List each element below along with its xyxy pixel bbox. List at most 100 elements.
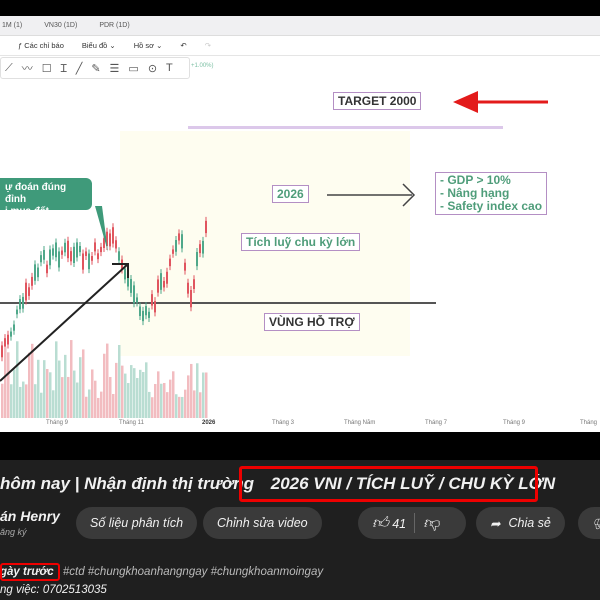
volume-bar [193, 390, 196, 418]
trend-arrow [0, 263, 129, 382]
candle-body [133, 285, 135, 304]
candle-body [103, 238, 105, 249]
volume-bar [136, 378, 139, 418]
channel-name[interactable]: án Henry [0, 508, 60, 524]
candle-body [157, 279, 159, 293]
pen-icon[interactable]: ✎ [91, 62, 101, 75]
volume-bar [16, 341, 19, 418]
candle-body [16, 309, 18, 315]
share-button[interactable]: ➦ Chia sẻ [476, 507, 565, 539]
arrow-head [112, 263, 129, 278]
text-cursor-icon[interactable]: Ɪ [60, 62, 67, 75]
volume-bar [7, 352, 10, 418]
chart-tabs: 1M (1) VN30 (1D) PDR (1D) [0, 16, 600, 36]
candle-body [13, 324, 15, 331]
x-tick: Tháng 3 [272, 420, 295, 426]
hashtags[interactable]: #ctd #chungkhoanhangngay #chungkhoanmoin… [62, 566, 324, 578]
target-line [188, 126, 503, 129]
volume-bar [103, 353, 106, 418]
candle-body [34, 264, 36, 281]
volume-bar [181, 396, 184, 418]
volume-bar [199, 392, 202, 418]
highlight-box [239, 466, 538, 502]
candle-body [58, 251, 60, 268]
candle-body [139, 306, 141, 316]
tab[interactable]: VN30 (1D) [44, 22, 78, 29]
tab[interactable]: 1M (1) [2, 22, 23, 29]
volume-bar [112, 393, 115, 418]
volume-bar [109, 376, 112, 418]
volume-bar [172, 371, 175, 418]
volume-bar [82, 349, 85, 418]
year-label: 2026 [272, 185, 309, 203]
undo-button[interactable]: ↶ [180, 41, 187, 50]
callout-bubble: ự đoán đúng đỉnh i mua đất [0, 178, 92, 217]
volume-bar [55, 341, 58, 418]
candle-body [25, 282, 27, 301]
edit-video-button[interactable]: Chỉnh sửa video [203, 507, 322, 539]
volume-bar [124, 373, 127, 418]
volume-bar [148, 391, 151, 418]
candle-body [64, 242, 66, 253]
x-tick: Tháng 11 [119, 420, 144, 426]
volume-bar [34, 384, 37, 418]
callout-icon[interactable]: ▭ [128, 62, 139, 75]
thumbs-down-icon[interactable]: 👎︎ [423, 514, 440, 532]
candle-body [22, 296, 24, 309]
volume-bar [97, 397, 100, 418]
volume-bar [187, 375, 190, 418]
volume-bar [121, 365, 124, 418]
rectangle-icon[interactable]: ☐ [41, 62, 52, 75]
profile-button[interactable]: Hồ sơ ⌄ [133, 41, 163, 50]
candle-body [28, 287, 30, 296]
volume-bar [52, 390, 55, 418]
volume-bar [127, 383, 130, 418]
volume-bar [13, 369, 16, 418]
like-button[interactable]: 👍︎ 41 [372, 514, 407, 532]
volume-bar [166, 392, 169, 418]
description-line: gày trước #ctd #chungkhoanhangngay #chun… [0, 566, 323, 578]
candle-body [85, 251, 87, 256]
subscribe-status: ăng ký [0, 527, 27, 537]
candle-body [169, 258, 171, 267]
volume-bar [43, 360, 46, 418]
candle-body [40, 255, 42, 263]
candle-body [190, 289, 192, 308]
x-tick: Tháng 9 [46, 420, 69, 426]
candle-body [1, 345, 3, 358]
candle-body [112, 227, 114, 244]
volume-bar [142, 372, 145, 418]
volume-bar [46, 368, 49, 418]
candle-body [163, 280, 165, 288]
chart-area[interactable]: ự đoán đúng đỉnh i mua đất TARGET 2000 2… [0, 56, 600, 432]
candle-body [7, 334, 9, 345]
more-button[interactable]: 📢︎ [578, 507, 600, 539]
volume-bar [157, 371, 160, 418]
tab[interactable]: PDR (1D) [99, 22, 130, 29]
contact-line: ng việc: 0702513035 [0, 584, 107, 596]
thumbs-up-icon: 👍︎ [372, 514, 389, 532]
volume-bar [40, 392, 43, 418]
pin-icon[interactable]: ⊙ [147, 62, 158, 75]
x-tick: Tháng 7 [425, 420, 448, 426]
polyline-icon[interactable]: 〰 [21, 63, 33, 75]
text-icon[interactable]: T [166, 62, 173, 74]
candle-body [49, 249, 51, 266]
cursor-line-icon[interactable]: ⟋ [5, 61, 13, 74]
x-tick: Tháng 9 [503, 420, 526, 426]
candle-body [4, 338, 6, 350]
volume-bar [139, 369, 142, 418]
candle-body [130, 279, 132, 293]
candle-body [46, 264, 48, 274]
analytics-button[interactable]: Số liệu phân tích [76, 507, 198, 539]
candle-body [70, 251, 72, 262]
indicators-button[interactable]: ƒ Các chỉ báo [18, 41, 64, 50]
redo-button[interactable]: ↷ [204, 41, 211, 50]
chart-type-button[interactable]: Biểu đồ ⌄ [81, 41, 116, 50]
volume-bar [205, 372, 208, 418]
volume-bar [154, 383, 157, 418]
line-icon[interactable]: ╱ [75, 62, 83, 75]
candle-body [178, 233, 180, 241]
fib-icon[interactable]: ☰ [109, 62, 120, 75]
candle-body [181, 234, 183, 249]
